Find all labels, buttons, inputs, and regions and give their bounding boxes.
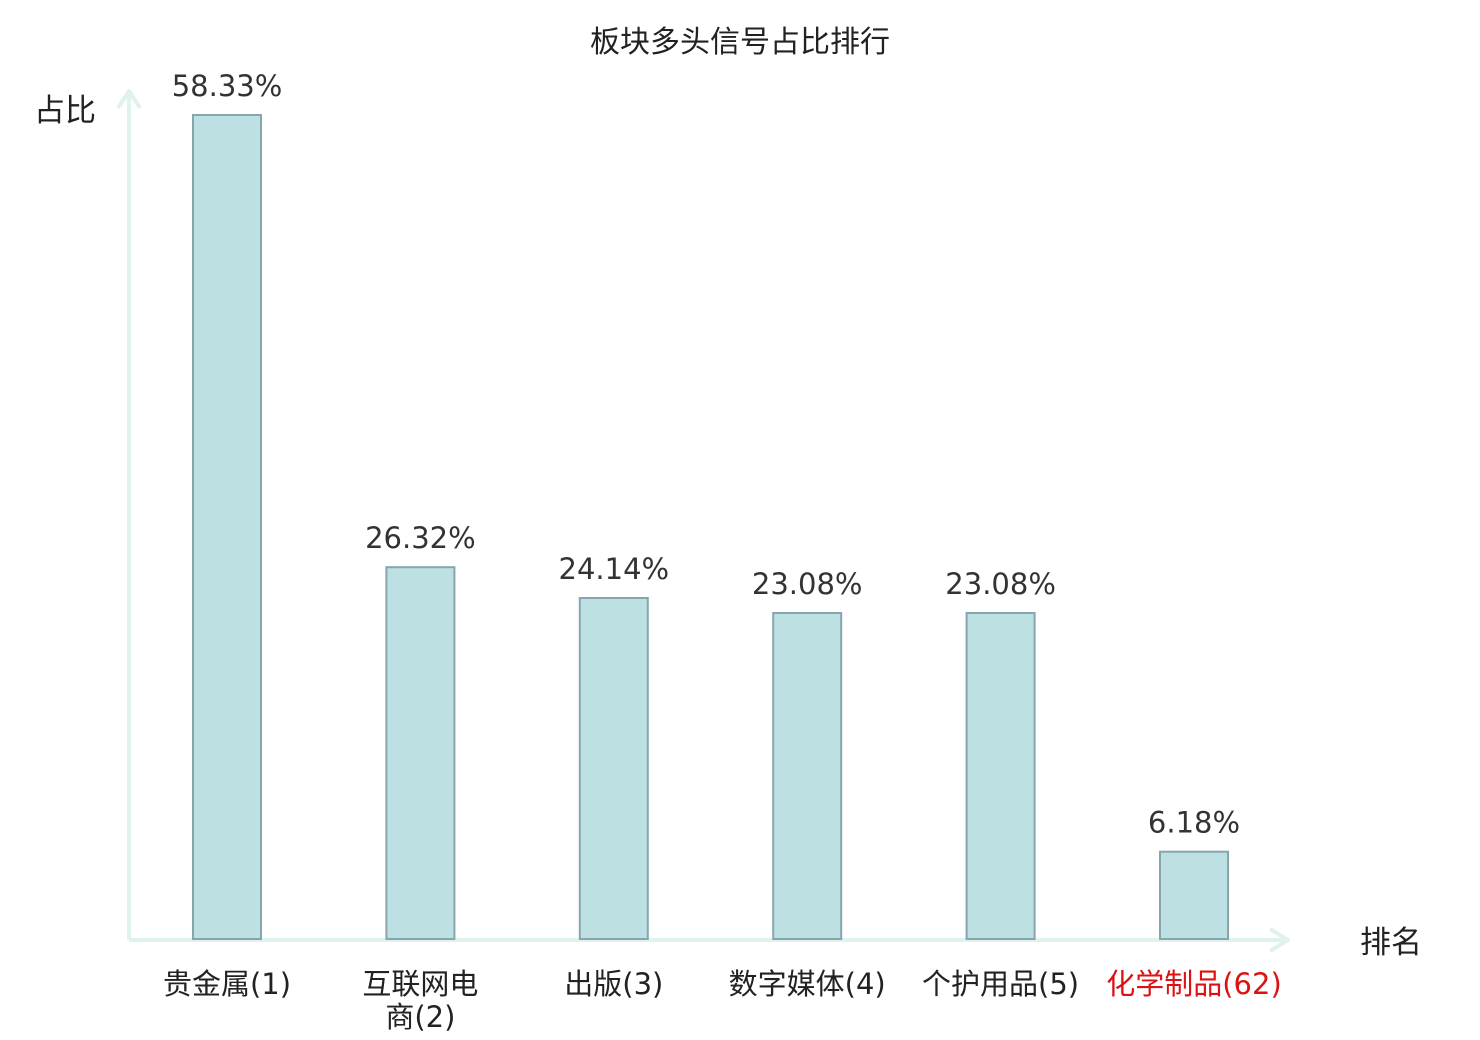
x-tick-label: 贵金属(1): [163, 967, 291, 1001]
x-tick-label: 商(2): [385, 1000, 455, 1034]
bar: [965, 612, 1036, 940]
x-tick-label: 化学制品(62): [1106, 967, 1282, 1001]
y-axis-title: 占比: [34, 93, 96, 129]
bar: [772, 612, 843, 940]
axes: [116, 89, 1290, 953]
x-axis-arrowhead: [1268, 927, 1290, 953]
bar-value-label: 23.08%: [752, 567, 863, 601]
x-tick-label: 出版(3): [564, 967, 663, 1001]
bar: [578, 597, 649, 940]
bar-value-label: 24.14%: [559, 552, 670, 586]
x-tick-label: 个护用品(5): [922, 967, 1079, 1001]
bar-value-label: 26.32%: [365, 521, 476, 555]
value-labels: 58.33% 26.32% 24.14% 23.08% 23.08% 6.18%: [172, 69, 1240, 840]
x-tick-label: 互联网电: [362, 967, 478, 1001]
x-axis-title: 排名: [1360, 925, 1422, 961]
bar: [1159, 850, 1229, 941]
bar: [192, 114, 262, 940]
x-tick-label: 数字媒体(4): [729, 967, 886, 1001]
bar-value-label: 58.33%: [172, 69, 283, 103]
bar-value-label: 23.08%: [945, 567, 1056, 601]
bars: [192, 114, 1229, 941]
bar-value-label: 6.18%: [1148, 806, 1240, 840]
bar: [385, 566, 456, 940]
chart-title: 板块多头信号占比排行: [590, 25, 890, 60]
y-axis-arrowhead: [116, 89, 142, 110]
